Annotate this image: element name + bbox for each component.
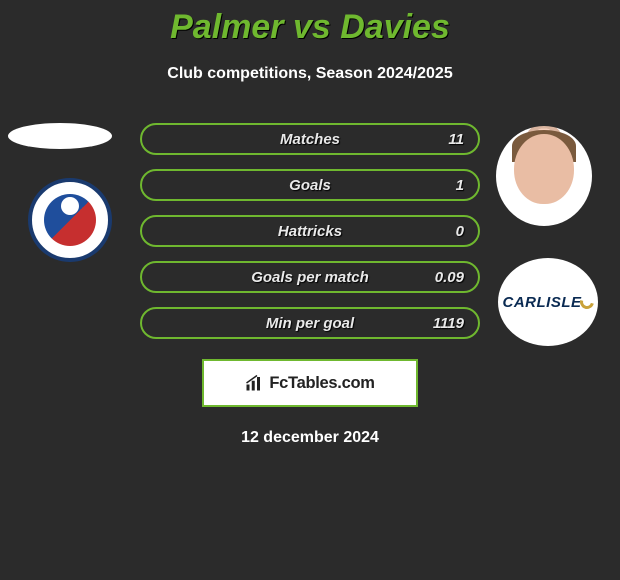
right-club-badge: CARLISLE [498,258,598,346]
chesterfield-badge-icon [28,178,112,262]
stat-label: Goals [196,177,424,194]
stat-label: Min per goal [196,315,424,332]
stat-right-value: 1 [424,177,464,194]
date-label: 12 december 2024 [0,429,620,447]
left-player-avatar [8,123,112,149]
stat-row-goals: Goals 1 [140,169,480,201]
subtitle: Club competitions, Season 2024/2025 [0,65,620,83]
stat-right-value: 0.09 [424,269,464,286]
stat-label: Goals per match [196,269,424,286]
stat-row-goals-per-match: Goals per match 0.09 [140,261,480,293]
brand-text: FcTables.com [269,374,374,393]
stat-right-value: 11 [424,131,464,148]
brand-box[interactable]: FcTables.com [202,359,418,407]
bar-chart-icon [245,374,263,392]
stat-row-hattricks: Hattricks 0 [140,215,480,247]
page-title: Palmer vs Davies [0,0,620,47]
carlisle-logo-icon: CARLISLE [503,294,594,311]
stat-row-matches: Matches 11 [140,123,480,155]
stat-label: Matches [196,131,424,148]
right-player-avatar [496,126,592,226]
stat-row-min-per-goal: Min per goal 1119 [140,307,480,339]
stat-label: Hattricks [196,223,424,240]
stat-right-value: 0 [424,223,464,240]
left-club-badge [20,178,120,262]
stat-right-value: 1119 [424,315,464,332]
